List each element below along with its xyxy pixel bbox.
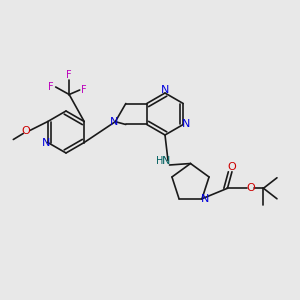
Text: O: O: [228, 162, 236, 172]
Text: O: O: [22, 125, 31, 136]
Text: N: N: [182, 119, 190, 130]
Text: F: F: [81, 85, 87, 95]
Text: F: F: [66, 70, 72, 80]
Text: N: N: [42, 137, 50, 148]
Text: F: F: [48, 82, 54, 92]
Text: O: O: [246, 183, 255, 193]
Text: H: H: [156, 155, 163, 166]
Text: N: N: [162, 156, 171, 166]
Text: N: N: [201, 194, 209, 204]
Text: N: N: [161, 85, 169, 95]
Text: N: N: [110, 117, 118, 127]
